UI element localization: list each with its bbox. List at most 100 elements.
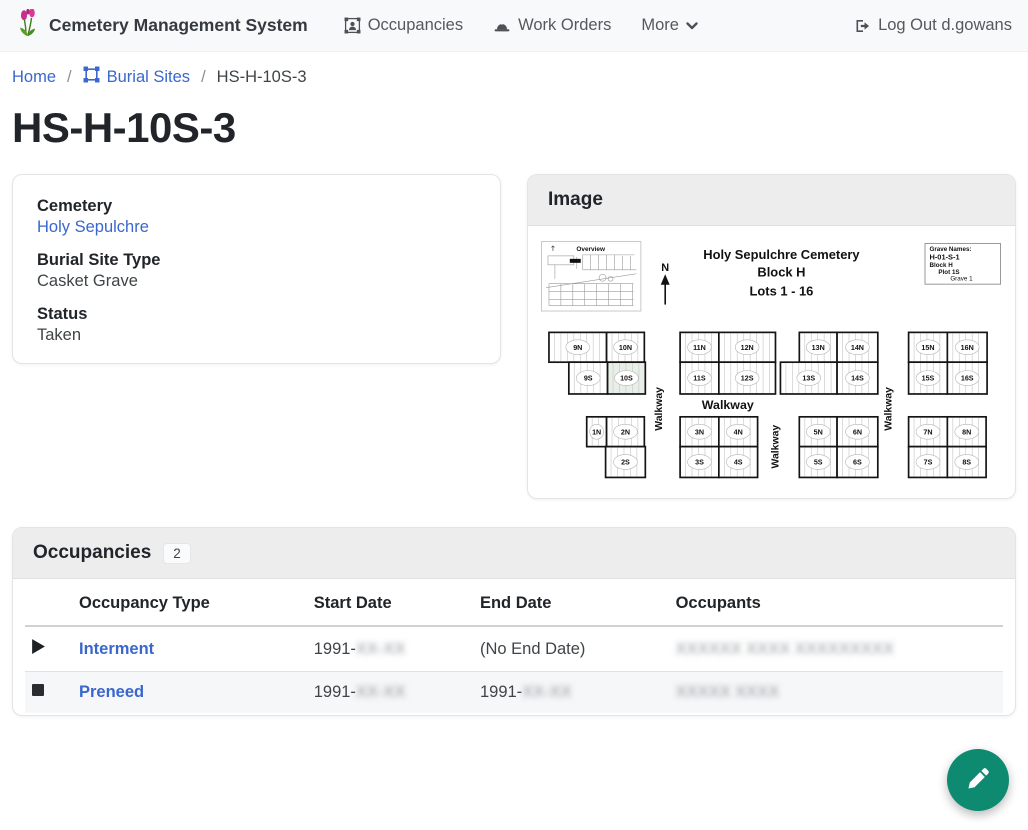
plot-map: Overview	[541, 240, 1001, 479]
svg-text:3N: 3N	[695, 428, 704, 436]
column-header-occupancy-type: Occupancy Type	[67, 579, 302, 628]
image-card: Image Overview	[527, 174, 1016, 500]
status-value: Taken	[37, 326, 82, 344]
nav-item-work-orders[interactable]: Work Orders	[493, 16, 611, 35]
app-title: Cemetery Management System	[49, 15, 308, 35]
svg-text:14N: 14N	[851, 344, 864, 352]
occupancy-type-link[interactable]: Interment	[79, 639, 155, 658]
svg-text:6N: 6N	[853, 428, 862, 436]
occupancies-header: Occupancies 2	[13, 528, 1015, 580]
redacted-occupants: XXXXXX XXXX XXXXXXXXX	[675, 639, 894, 658]
page-title: HS-H-10S-3	[12, 104, 236, 151]
play-icon	[31, 639, 46, 659]
svg-text:N: N	[661, 262, 669, 274]
svg-text:8N: 8N	[962, 428, 971, 436]
redacted-occupants: XXXXX XXXX	[675, 683, 780, 702]
svg-text:5S: 5S	[814, 459, 823, 467]
svg-text:Block H: Block H	[929, 262, 953, 269]
redacted-start-date: XX-XX	[355, 683, 406, 702]
breadcrumb-separator: /	[67, 67, 72, 86]
svg-text:14S: 14S	[851, 375, 864, 383]
breadcrumb-separator: /	[201, 67, 206, 86]
breadcrumb-burial-sites[interactable]: Burial Sites	[83, 66, 190, 88]
overview-thumbnail: Overview	[541, 240, 642, 312]
column-header-occupants: Occupants	[663, 579, 1003, 628]
nav-item-more[interactable]: More	[641, 16, 698, 35]
svg-text:2N: 2N	[621, 428, 630, 436]
cemetery-link[interactable]: Holy Sepulchre	[37, 218, 149, 236]
lots-layer: 9N 10N 9S 10S 11N 12N 11S 12S 13N 14N 13S 14S 15N 16N…	[548, 331, 988, 479]
svg-text:6S: 6S	[853, 459, 862, 467]
occupancies-title: Occupancies	[33, 542, 152, 564]
occupancy-type-link[interactable]: Preneed	[79, 683, 145, 702]
walkway-label: Walkway	[884, 387, 895, 431]
walkway-label: Walkway	[770, 425, 781, 469]
svg-text:15N: 15N	[921, 344, 934, 352]
svg-text:11S: 11S	[693, 375, 706, 383]
redacted-start-date: XX-XX	[355, 639, 406, 658]
svg-text:Block H: Block H	[757, 265, 805, 280]
redacted-end-date: XX-XX	[522, 683, 572, 702]
svg-text:Plot 1S: Plot 1S	[938, 269, 959, 276]
walkway-label: Walkway	[702, 398, 754, 412]
svg-text:10S: 10S	[620, 375, 633, 383]
svg-text:13N: 13N	[812, 344, 825, 352]
map-title: Holy Sepulchre Cemetery Block H Lots 1 -…	[703, 247, 860, 299]
status-label: Status	[37, 305, 88, 323]
column-header-end-date: End Date	[467, 579, 664, 628]
svg-text:10N: 10N	[619, 344, 632, 352]
svg-text:2S: 2S	[621, 459, 630, 467]
icon-column-header	[25, 579, 67, 628]
svg-text:13S: 13S	[802, 375, 815, 383]
svg-text:4S: 4S	[734, 459, 743, 467]
svg-text:7N: 7N	[923, 428, 932, 436]
logout-icon	[854, 18, 871, 34]
edit-fab[interactable]	[947, 749, 1009, 811]
burial-site-type-value: Casket Grave	[37, 272, 138, 290]
breadcrumb-current: HS-H-10S-3	[216, 67, 307, 86]
svg-text:12S: 12S	[741, 375, 754, 383]
svg-text:16N: 16N	[961, 344, 974, 352]
svg-text:Lots 1 - 16: Lots 1 - 16	[750, 284, 814, 299]
svg-text:5N: 5N	[814, 428, 823, 436]
compass-north-icon: N	[660, 262, 670, 305]
svg-text:8S: 8S	[962, 459, 971, 467]
svg-text:11N: 11N	[693, 344, 706, 352]
breadcrumb-home[interactable]: Home	[12, 67, 57, 86]
hard-hat-icon	[493, 18, 511, 34]
image-card-title: Image	[548, 189, 603, 210]
breadcrumb: Home / Burial Sites / HS-H-10S-3	[12, 66, 1016, 88]
occupancy-row-preneed[interactable]: Preneed 1991-XX-XX 1991-XX-XX XXXXX XXXX	[25, 671, 1003, 714]
svg-text:Holy Sepulchre Cemetery: Holy Sepulchre Cemetery	[703, 247, 860, 262]
svg-text:H-01-S-1: H-01-S-1	[929, 252, 959, 261]
svg-text:Overview: Overview	[576, 246, 606, 253]
svg-text:9S: 9S	[584, 375, 593, 383]
svg-text:4N: 4N	[734, 428, 743, 436]
svg-text:Grave Names:: Grave Names:	[929, 246, 971, 253]
occupancies-table: Occupancy Type Start Date End Date Occup…	[25, 579, 1003, 714]
svg-text:15S: 15S	[922, 375, 935, 383]
occupancy-frame-icon	[344, 17, 361, 34]
nav-item-occupancies[interactable]: Occupancies	[344, 16, 463, 35]
stop-icon	[31, 683, 45, 701]
vector-square-icon	[83, 66, 100, 88]
pencil-icon	[965, 766, 991, 795]
occupancy-row-interment[interactable]: Interment 1991-XX-XX (No End Date) XXXXX…	[25, 626, 1003, 672]
svg-text:9N: 9N	[573, 344, 582, 352]
walkway-label: Walkway	[654, 387, 665, 431]
svg-text:12N: 12N	[741, 344, 754, 352]
end-date-value: (No End Date)	[479, 639, 586, 658]
plot-map-image: Overview	[528, 226, 1015, 498]
column-header-start-date: Start Date	[301, 579, 468, 628]
occupancies-card: Occupancies 2 Occupancy Type Start Date …	[12, 527, 1016, 717]
occupancies-count-badge: 2	[163, 542, 191, 565]
grave-names-legend: Grave Names: H-01-S-1 Block H Plot 1S Gr…	[924, 242, 1001, 285]
app-brand[interactable]: Cemetery Management System	[16, 8, 308, 42]
svg-text:3S: 3S	[695, 459, 704, 467]
burial-site-type-label: Burial Site Type	[37, 251, 161, 269]
logout-button[interactable]: Log Out d.gowans	[854, 16, 1012, 35]
svg-text:1N: 1N	[592, 428, 601, 436]
image-card-header: Image	[528, 175, 1015, 226]
tulip-logo-icon	[16, 8, 40, 42]
nav-items: Occupancies Work Orders More	[344, 16, 698, 35]
